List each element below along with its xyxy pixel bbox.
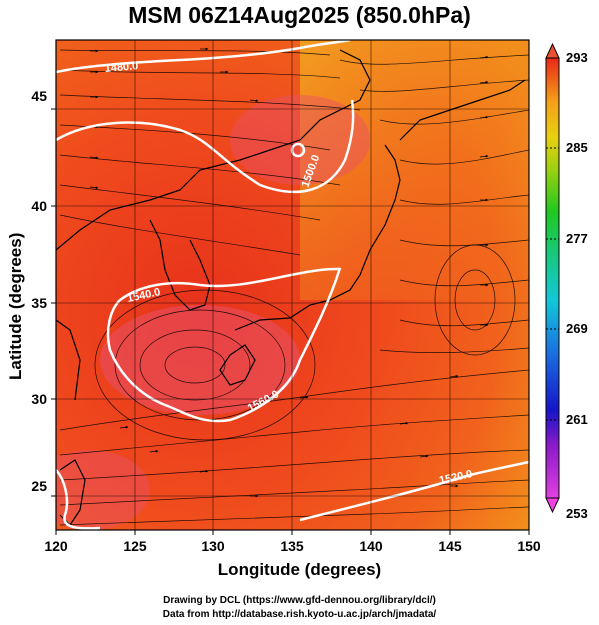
grid [56, 40, 529, 530]
colorbar-tick-253: 253 [566, 506, 588, 521]
y-tick-45: 45 [31, 88, 47, 104]
colorbar-tick-277: 277 [566, 231, 588, 246]
colorbar-tick-261: 261 [566, 412, 588, 427]
credit-data: Data from http://database.rish.kyoto-u.a… [162, 609, 437, 620]
x-tick-135: 135 [280, 538, 304, 554]
map-title: MSM 06Z14Aug2025 (850.0hPa) [128, 2, 471, 28]
colorbar-tick-285: 285 [566, 140, 588, 155]
contour-label-1480: 1480.0 [104, 60, 139, 75]
x-tick-130: 130 [201, 538, 225, 554]
wind-arrows [89, 47, 489, 498]
x-tick-125: 125 [123, 538, 147, 554]
height-contours [56, 40, 529, 530]
y-tick-25: 25 [31, 478, 47, 494]
y-tick-40: 40 [31, 198, 47, 214]
y-tick-30: 30 [31, 391, 47, 407]
y-tick-labels: 25 30 35 40 45 [31, 88, 47, 494]
colorbar-tick-269: 269 [566, 321, 588, 336]
x-tick-labels: 120 125 130 135 140 145 150 [44, 538, 541, 554]
colorbar-tick-293: 293 [566, 50, 588, 65]
y-axis-label: Latitude (degrees) [6, 232, 25, 380]
credit-drawing: Drawing by DCL (https://www.gfd-dennou.o… [163, 595, 436, 606]
y-tick-35: 35 [31, 295, 47, 311]
colorbar: 293 285 277 269 261 253 [545, 42, 588, 521]
x-tick-150: 150 [517, 538, 541, 554]
x-axis-label: Longitude (degrees) [217, 560, 382, 579]
x-tick-145: 145 [438, 538, 462, 554]
x-tick-140: 140 [359, 538, 383, 554]
x-tick-120: 120 [44, 538, 68, 554]
